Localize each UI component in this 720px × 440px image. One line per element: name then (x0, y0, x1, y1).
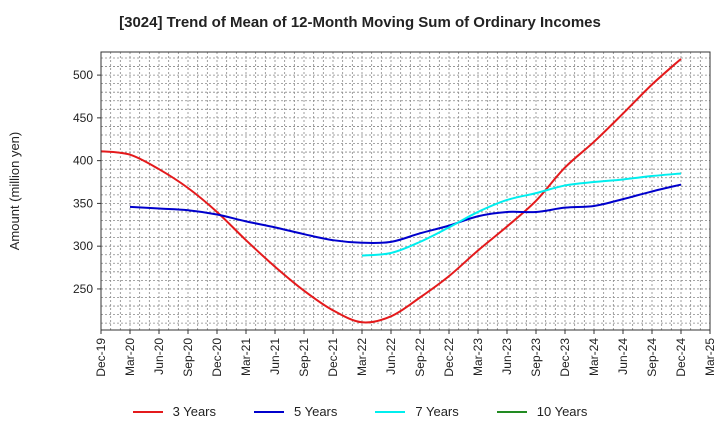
legend-label-5-years: 5 Years (294, 404, 338, 419)
x-tick-label: Jun-24 (616, 338, 630, 375)
x-tick-label: Mar-24 (587, 338, 601, 376)
x-tick-label: Jun-23 (500, 338, 514, 375)
x-tick-label: Dec-23 (558, 338, 572, 377)
y-tick-label: 400 (73, 154, 93, 168)
legend-swatch-3-years (132, 410, 163, 413)
x-tick-label: Mar-25 (703, 338, 717, 376)
x-tick-label: Sep-20 (181, 338, 195, 377)
series-layer (100, 58, 682, 324)
x-tick-label: Sep-23 (529, 338, 543, 377)
legend: 3 Years 5 Years 7 Years 10 Years (0, 404, 720, 419)
legend-swatch-10-years (496, 410, 527, 413)
series-line-5-years (129, 183, 682, 245)
x-tick-label: Mar-23 (471, 338, 485, 376)
chart-title: [3024] Trend of Mean of 12-Month Moving … (119, 14, 601, 31)
legend-item-5-years: 5 Years (254, 404, 337, 419)
legend-label-7-years: 7 Years (415, 404, 459, 419)
x-tick-label: Jun-21 (268, 338, 282, 375)
legend-item-3-years: 3 Years (132, 404, 216, 419)
y-tick-label: 500 (73, 68, 93, 82)
series-line-3-years (100, 58, 682, 324)
x-tick-label: Jun-20 (152, 338, 166, 375)
x-tick-label: Mar-22 (355, 338, 369, 376)
x-tick-label: Jun-22 (384, 338, 398, 375)
legend-label-10-years: 10 Years (536, 404, 588, 419)
x-tick-label: Dec-20 (210, 338, 224, 377)
y-tick-label: 300 (73, 239, 93, 253)
legend-item-10-years: 10 Years (496, 404, 588, 419)
plot-frame (100, 51, 711, 331)
legend-label-3-years: 3 Years (172, 404, 216, 419)
legend-swatch-7-years (375, 410, 406, 413)
y-tick-label: 350 (73, 196, 93, 210)
x-tick-label: Dec-19 (94, 338, 108, 377)
y-tick-label: 250 (73, 282, 93, 296)
line-chart: Dec-19 Mar-20 Jun-20 Sep-20 Dec-20 Mar-21 Jun-… (7, 51, 717, 377)
legend-item-7-years: 7 Years (375, 404, 459, 419)
grid-layer (101, 52, 710, 330)
x-tick-label: Sep-24 (645, 338, 659, 377)
y-tick-label: 450 (73, 111, 93, 125)
x-tick-label: Sep-21 (297, 338, 311, 377)
x-tick-label: Dec-24 (674, 338, 688, 377)
x-tick-label: Sep-22 (413, 338, 427, 377)
legend-swatch-5-years (254, 410, 284, 413)
x-tick-label: Dec-22 (442, 338, 456, 377)
y-axis-label: Amount (million yen) (7, 132, 22, 251)
series-line-7-years (361, 172, 682, 257)
x-tick-label: Mar-21 (239, 338, 253, 376)
axis-layer: Dec-19 Mar-20 Jun-20 Sep-20 Dec-20 Mar-21 Jun-… (73, 68, 717, 377)
x-tick-label: Mar-20 (123, 338, 137, 376)
x-tick-label: Dec-21 (326, 338, 340, 377)
